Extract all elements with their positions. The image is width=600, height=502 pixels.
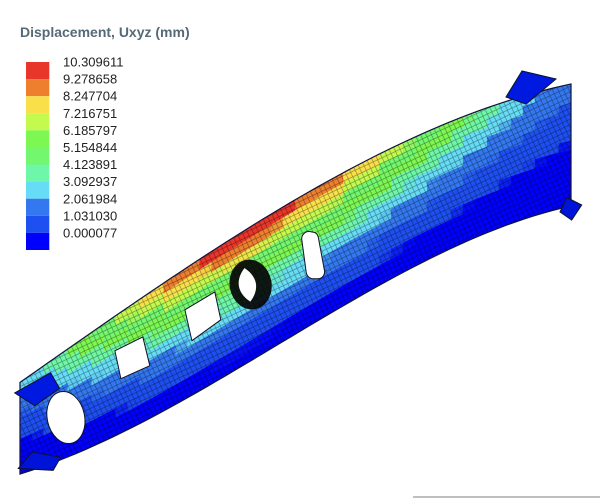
svg-text:3.092937: 3.092937 xyxy=(63,174,117,189)
svg-text:7.216751: 7.216751 xyxy=(63,106,117,121)
svg-text:9.278658: 9.278658 xyxy=(63,72,117,87)
svg-text:6.185797: 6.185797 xyxy=(63,123,117,138)
svg-text:8.247704: 8.247704 xyxy=(63,89,117,104)
svg-text:1.031030: 1.031030 xyxy=(63,208,117,223)
svg-text:5.154844: 5.154844 xyxy=(63,140,117,155)
svg-text:2.061984: 2.061984 xyxy=(63,191,117,206)
svg-text:4.123891: 4.123891 xyxy=(63,157,117,172)
svg-text:Displacement, Uxyz (mm): Displacement, Uxyz (mm) xyxy=(20,24,190,40)
svg-text:0.000077: 0.000077 xyxy=(63,226,117,241)
svg-text:10.309611: 10.309611 xyxy=(63,55,124,70)
